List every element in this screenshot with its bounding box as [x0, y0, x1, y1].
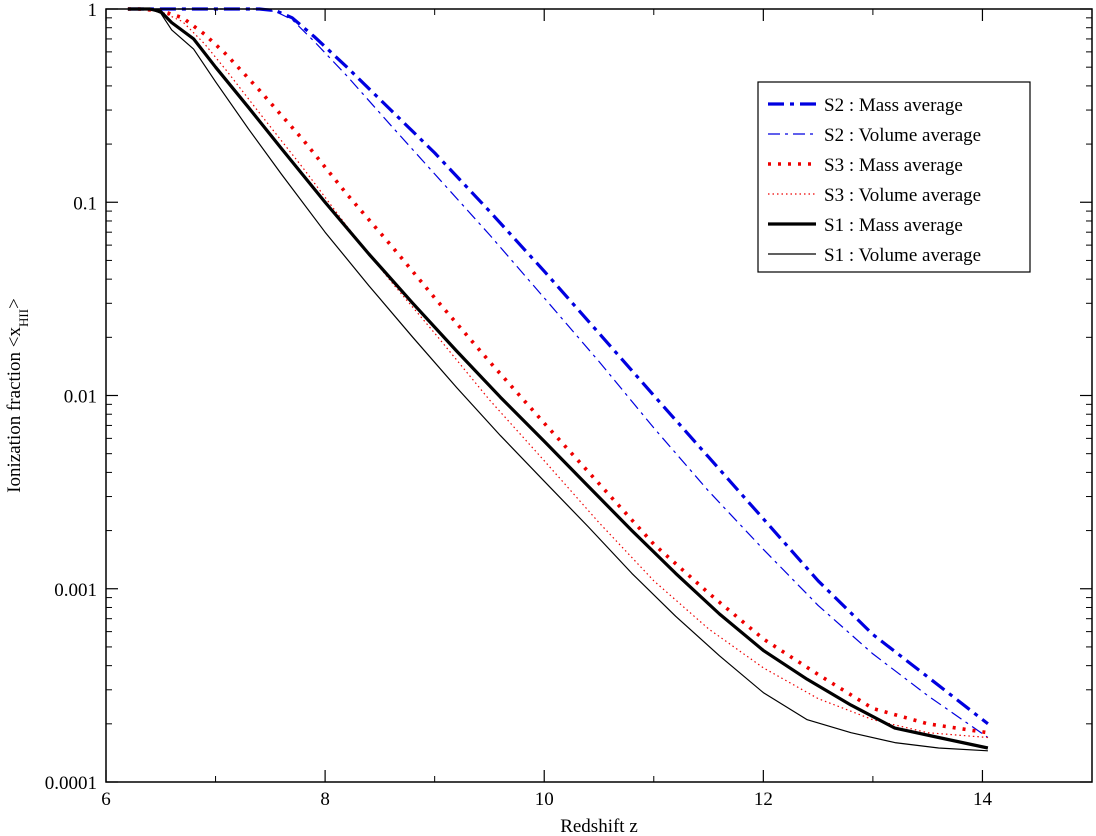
y-axis-label-subscript: HII: [16, 309, 31, 327]
x-tick-label: 10: [535, 789, 554, 810]
legend-label: S2 : Mass average: [824, 95, 963, 116]
legend: S2 : Mass average S2 : Volume average S3 :…: [757, 81, 1031, 273]
legend-label: S3 : Volume average: [824, 185, 981, 206]
series-line-5: [127, 7, 989, 750]
y-tick-label: 0.1: [73, 193, 97, 214]
y-axis-ticks: 1 0.1 0.01 0.001 0.0001: [45, 0, 1092, 794]
series-line-1: [127, 7, 989, 726]
y-axis-label: Ionization fraction <xHII>: [4, 298, 31, 493]
y-tick-label: 0.001: [54, 580, 97, 601]
legend-label: S2 : Volume average: [824, 125, 981, 146]
y-axis-label-end: >: [4, 298, 25, 309]
y-tick-label: 0.01: [64, 387, 97, 408]
y-tick-label: 1: [88, 0, 98, 21]
legend-label: S1 : Mass average: [824, 215, 963, 236]
y-tick-label: 0.0001: [45, 773, 97, 794]
x-axis-label: Redshift z: [560, 816, 638, 836]
y-axis-label-main: Ionization fraction <x: [4, 326, 25, 492]
x-tick-label: 8: [320, 789, 330, 810]
legend-label: S3 : Mass average: [824, 155, 963, 176]
series-line-3: [127, 7, 989, 735]
legend-box: [757, 81, 1031, 273]
x-tick-label: 6: [101, 789, 111, 810]
x-axis-ticks: 6 8 10 12 14: [101, 9, 992, 810]
x-tick-label: 12: [754, 789, 773, 810]
legend-label: S1 : Volume average: [824, 245, 981, 266]
plot-area: [127, 7, 989, 752]
x-tick-label: 14: [973, 789, 993, 810]
series-line-4: [127, 8, 988, 739]
series-line-6: [127, 8, 988, 752]
